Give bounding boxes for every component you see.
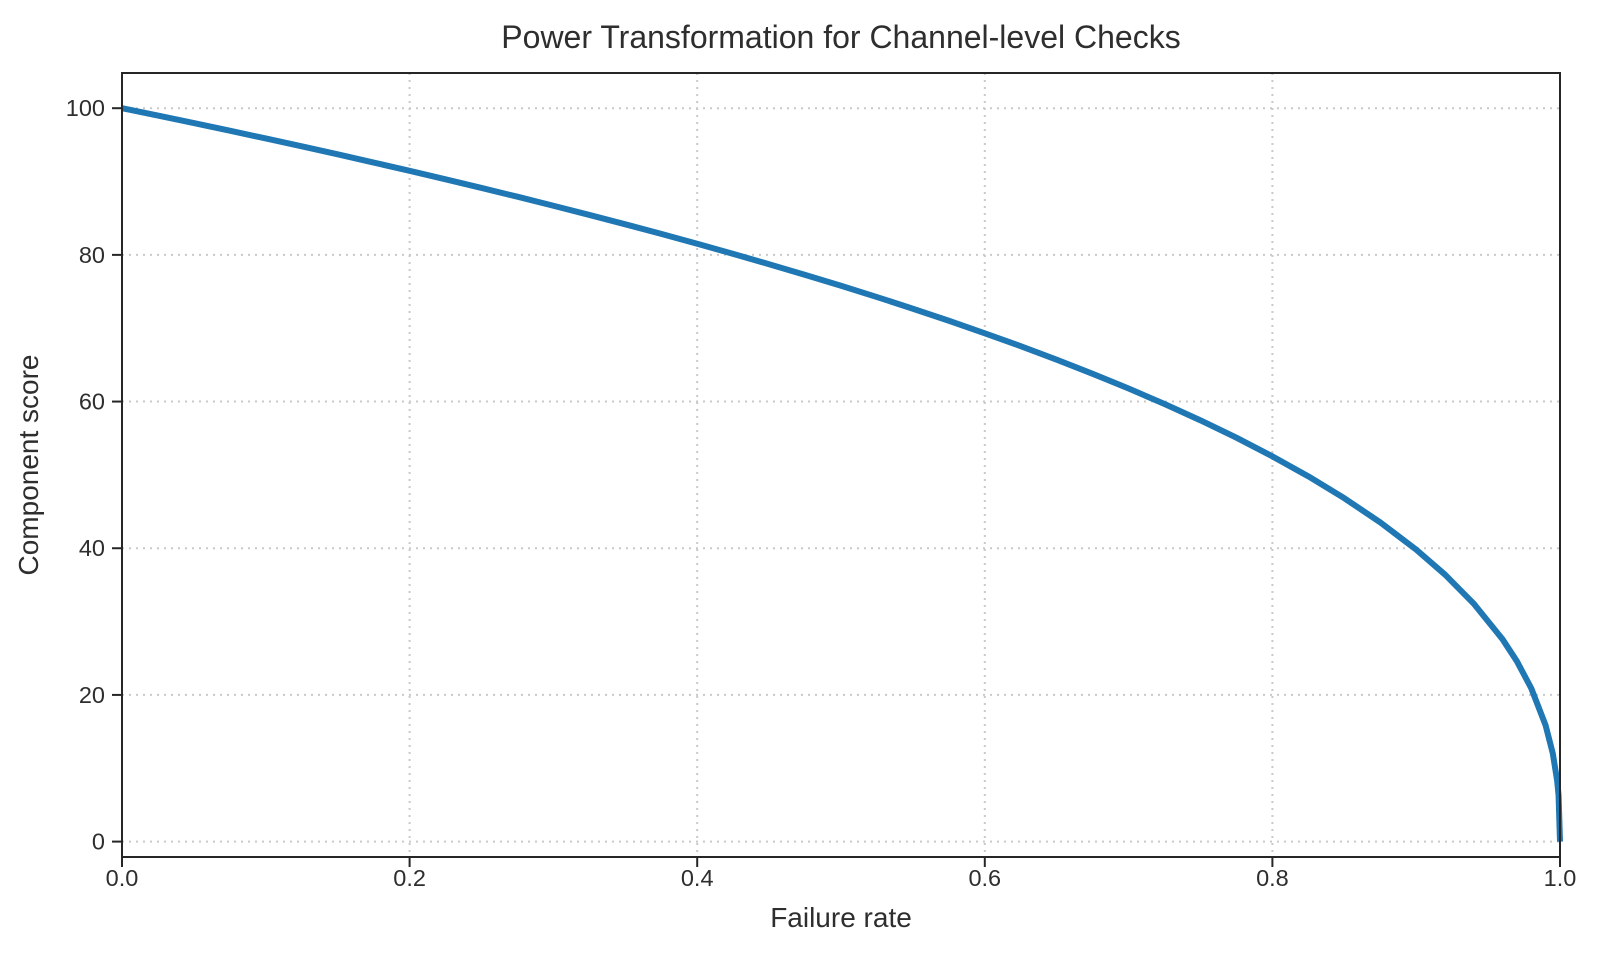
x-tick-label: 0.0 xyxy=(106,865,139,891)
series-lines xyxy=(121,105,1563,842)
component-score-curve xyxy=(121,105,1563,842)
chart-title: Power Transformation for Channel-level C… xyxy=(501,19,1180,55)
x-tick-label: 0.4 xyxy=(681,865,714,891)
y-tick-label: 60 xyxy=(79,389,105,415)
tick-labels: 0.0 0.2 0.4 0.6 0.8 1.0 0 20 40 60 80 100 xyxy=(66,95,1577,891)
gridlines xyxy=(121,73,1561,857)
x-axis-label: Failure rate xyxy=(770,902,912,933)
x-tick-label: 0.8 xyxy=(1256,865,1289,891)
plot-border xyxy=(121,72,1561,858)
y-tick-label: 80 xyxy=(79,242,105,268)
y-tick-label: 100 xyxy=(66,95,105,121)
y-axis-label: Component score xyxy=(13,354,44,575)
y-tick-label: 40 xyxy=(79,535,105,561)
axes xyxy=(112,72,1561,867)
x-tick-label: 0.2 xyxy=(393,865,426,891)
y-tick-label: 0 xyxy=(92,829,105,855)
y-tick-label: 20 xyxy=(79,682,105,708)
x-tick-label: 0.6 xyxy=(968,865,1001,891)
x-tick-label: 1.0 xyxy=(1544,865,1577,891)
